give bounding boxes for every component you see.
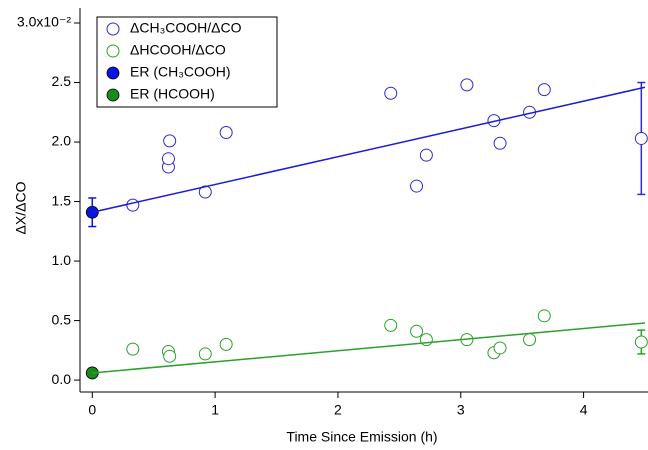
point [493,341,507,355]
legend-box [96,16,278,108]
fit-line [92,86,646,213]
y-tick-label: 2.5 [52,73,72,89]
point [460,78,474,92]
legend-label: ER (HCOOH) [130,86,215,102]
point [410,179,424,193]
y-tick-label: 2.0 [52,133,72,149]
point [634,131,648,145]
legend-marker [106,66,120,80]
point [126,198,140,212]
y-tick-label: 0.5 [52,311,72,327]
legend-marker [106,88,120,102]
point [126,342,140,356]
y-tick-label: 0.0 [52,371,72,387]
legend-marker [106,22,120,36]
point [163,134,177,148]
y-tick-label: 1.5 [52,192,72,208]
x-tick-label: 0 [88,402,96,418]
point [163,349,177,363]
point [410,324,424,338]
point [384,86,398,100]
point [523,333,537,347]
legend-marker [106,44,120,58]
legend-label: ER (CH₃COOH) [130,64,231,80]
point [219,126,233,140]
point [384,318,398,332]
x-tick-label: 4 [580,402,588,418]
legend-label: ΔCH₃COOH/ΔCO [130,20,242,36]
point [419,148,433,162]
y-tick-label: 1.0 [52,252,72,268]
point [537,309,551,323]
point [161,152,175,166]
point [219,337,233,351]
x-tick-label: 3 [457,402,465,418]
fit-line [92,322,646,374]
point [634,335,648,349]
point [198,347,212,361]
point [493,136,507,150]
x-axis-label: Time Since Emission (h) [286,429,437,445]
y-axis-label: ΔX/ΔCO [13,181,29,234]
x-tick-label: 2 [334,402,342,418]
x-tick-label: 1 [211,402,219,418]
legend-label: ΔHCOOH/ΔCO [130,42,226,58]
point [537,83,551,97]
y-tick-label: 3.0x10⁻² [17,14,71,30]
